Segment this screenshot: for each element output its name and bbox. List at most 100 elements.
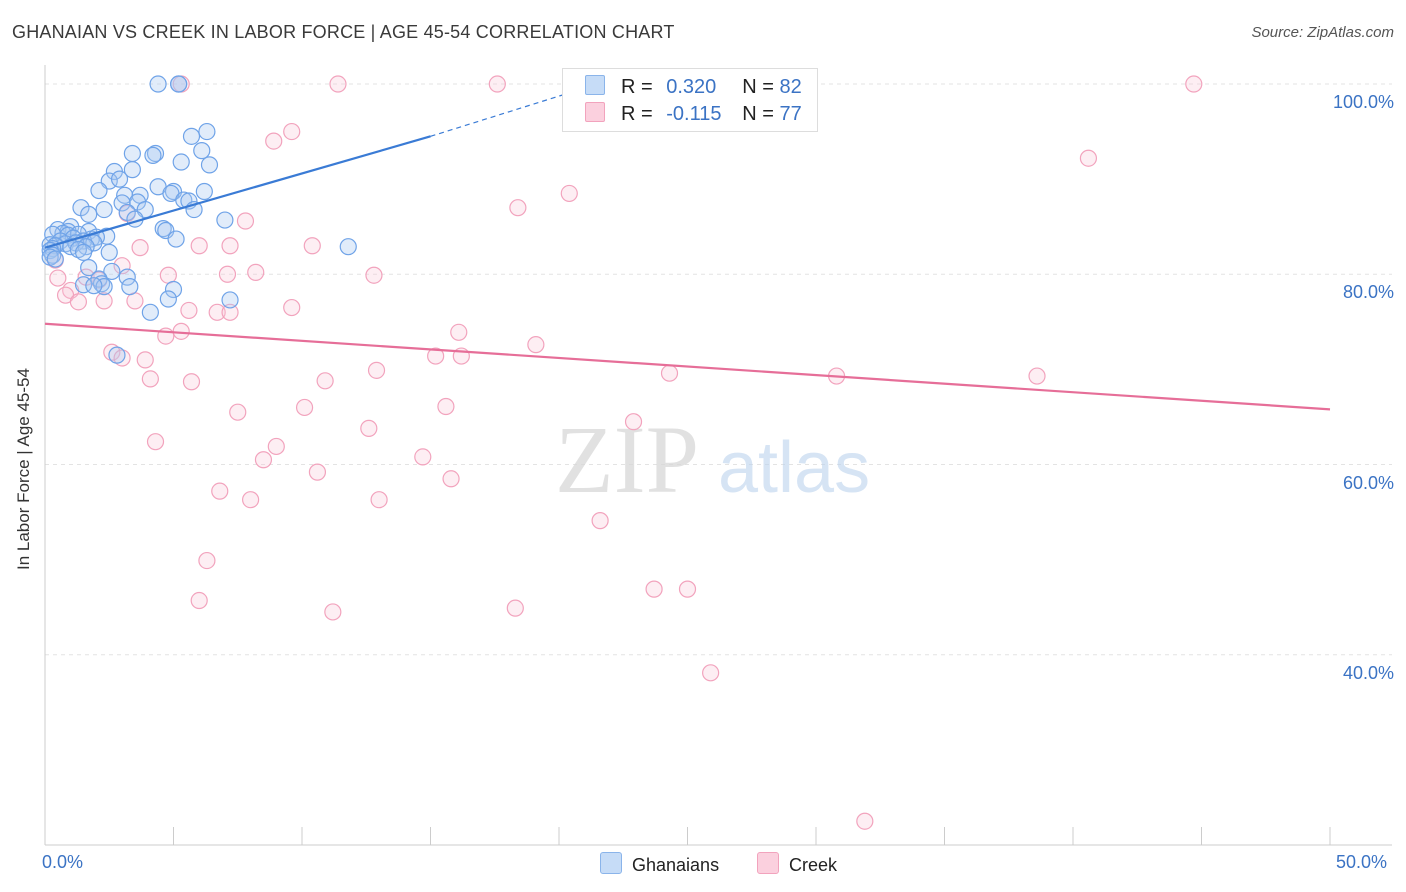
ghanaian-point [144, 146, 162, 164]
creek-point [488, 75, 506, 93]
creek-point [159, 266, 177, 284]
creek-point [136, 351, 154, 369]
axes [44, 65, 1392, 846]
creek-point [218, 265, 237, 283]
ghanaian-point [200, 156, 219, 174]
ghanaian-point [100, 243, 118, 261]
creek-n-value: 77 [779, 103, 802, 125]
y-tick-label: 80.0% [1342, 282, 1394, 303]
creek-point [49, 269, 67, 287]
ghanaian-point [69, 240, 88, 259]
ghanaian-point [121, 278, 139, 296]
creek-point [308, 463, 327, 481]
creek-point [254, 451, 273, 469]
creek-point [190, 237, 208, 255]
creek-point [95, 292, 113, 310]
legend-row-ghanaians: R = 0.320 N = 82 [585, 75, 802, 99]
creek-point [316, 372, 334, 390]
creek-point [267, 437, 285, 456]
creek-point [450, 323, 468, 341]
watermark-zip: ZIP [555, 406, 699, 513]
creek-point [370, 491, 388, 509]
creek-legend-label: Creek [789, 855, 838, 875]
legend-item-ghanaians: Ghanaians [600, 852, 719, 876]
ghanaian-point [172, 153, 190, 171]
creek-point [856, 812, 874, 830]
ghanaian-point [167, 230, 185, 248]
creek-point [265, 132, 283, 150]
ghanaian-point [80, 259, 98, 277]
creek-point [103, 343, 121, 361]
ghanaians-n-value: 82 [779, 76, 802, 98]
creek-point [624, 413, 643, 431]
creek-point [190, 591, 208, 610]
ghanaians-legend-swatch [600, 852, 622, 874]
ghanaian-point [110, 170, 129, 188]
ghanaian-point [154, 220, 172, 238]
ghanaian-point [146, 144, 165, 163]
creek-point [229, 403, 247, 421]
creek-point [702, 664, 720, 682]
creek-point [324, 603, 342, 621]
ghanaian-point [123, 161, 141, 179]
creek-point [221, 303, 239, 321]
ghanaian-point [141, 303, 159, 321]
creek-point [208, 303, 226, 321]
ghanaian-point [339, 238, 357, 256]
ghanaian-point [198, 122, 216, 141]
source-label: Source: ZipAtlas.com [1251, 24, 1394, 41]
creek-point [660, 364, 679, 382]
creek-point [113, 349, 131, 367]
creek-point [69, 293, 88, 311]
legend-row-creek: R = -0.115 N = 77 [585, 102, 802, 126]
ghanaian-point [123, 144, 141, 163]
ghanaian-point [103, 262, 121, 281]
ghanaian-point [216, 211, 234, 229]
creek-point [437, 397, 455, 416]
creek-point [182, 373, 201, 391]
ghanaian-point [159, 290, 177, 308]
watermark-atlas: atlas [718, 428, 870, 508]
creek-points [46, 75, 1203, 830]
creek-point [283, 298, 301, 317]
creek-point [506, 599, 524, 617]
creek-point [527, 336, 545, 354]
ghanaian-point [85, 277, 103, 295]
creek-point [1028, 367, 1046, 385]
y-tick-label: 40.0% [1342, 662, 1394, 683]
creek-point [211, 482, 229, 500]
creek-point [509, 199, 527, 217]
creek-point [283, 122, 301, 141]
creek-point [329, 75, 347, 93]
creek-point [1185, 75, 1203, 93]
ghanaian-point [193, 142, 211, 160]
creek-point [678, 580, 697, 598]
creek-point [367, 361, 386, 379]
y-tick-label: 60.0% [1342, 472, 1394, 493]
creek-swatch [585, 102, 605, 122]
creek-point [221, 237, 239, 255]
ghanaian-point [164, 280, 183, 299]
creek-point [360, 419, 378, 437]
ghanaian-point [149, 75, 167, 93]
creek-point [645, 580, 663, 598]
ghanaian-point [74, 243, 93, 261]
creek-point [198, 551, 216, 570]
creek-point [303, 237, 321, 255]
creek-point [1079, 149, 1098, 167]
creek-point [141, 370, 159, 388]
creek-point [442, 470, 460, 488]
ghanaian-point [108, 346, 126, 364]
creek-point [247, 263, 265, 281]
creek-point [131, 239, 149, 257]
legend-item-creek: Creek [757, 852, 837, 876]
ghanaian-point [95, 200, 113, 219]
ghanaian-point [195, 182, 213, 201]
ghanaian-point [113, 194, 131, 212]
creek-trend-line [44, 322, 1331, 411]
ghanaian-point [80, 205, 98, 223]
ghanaians-swatch [585, 75, 605, 95]
correlation-legend: R = 0.320 N = 82 R = -0.115 N = 77 [562, 68, 818, 132]
ghanaian-point [221, 291, 239, 309]
x-tick-label-max: 50.0% [1336, 852, 1388, 872]
